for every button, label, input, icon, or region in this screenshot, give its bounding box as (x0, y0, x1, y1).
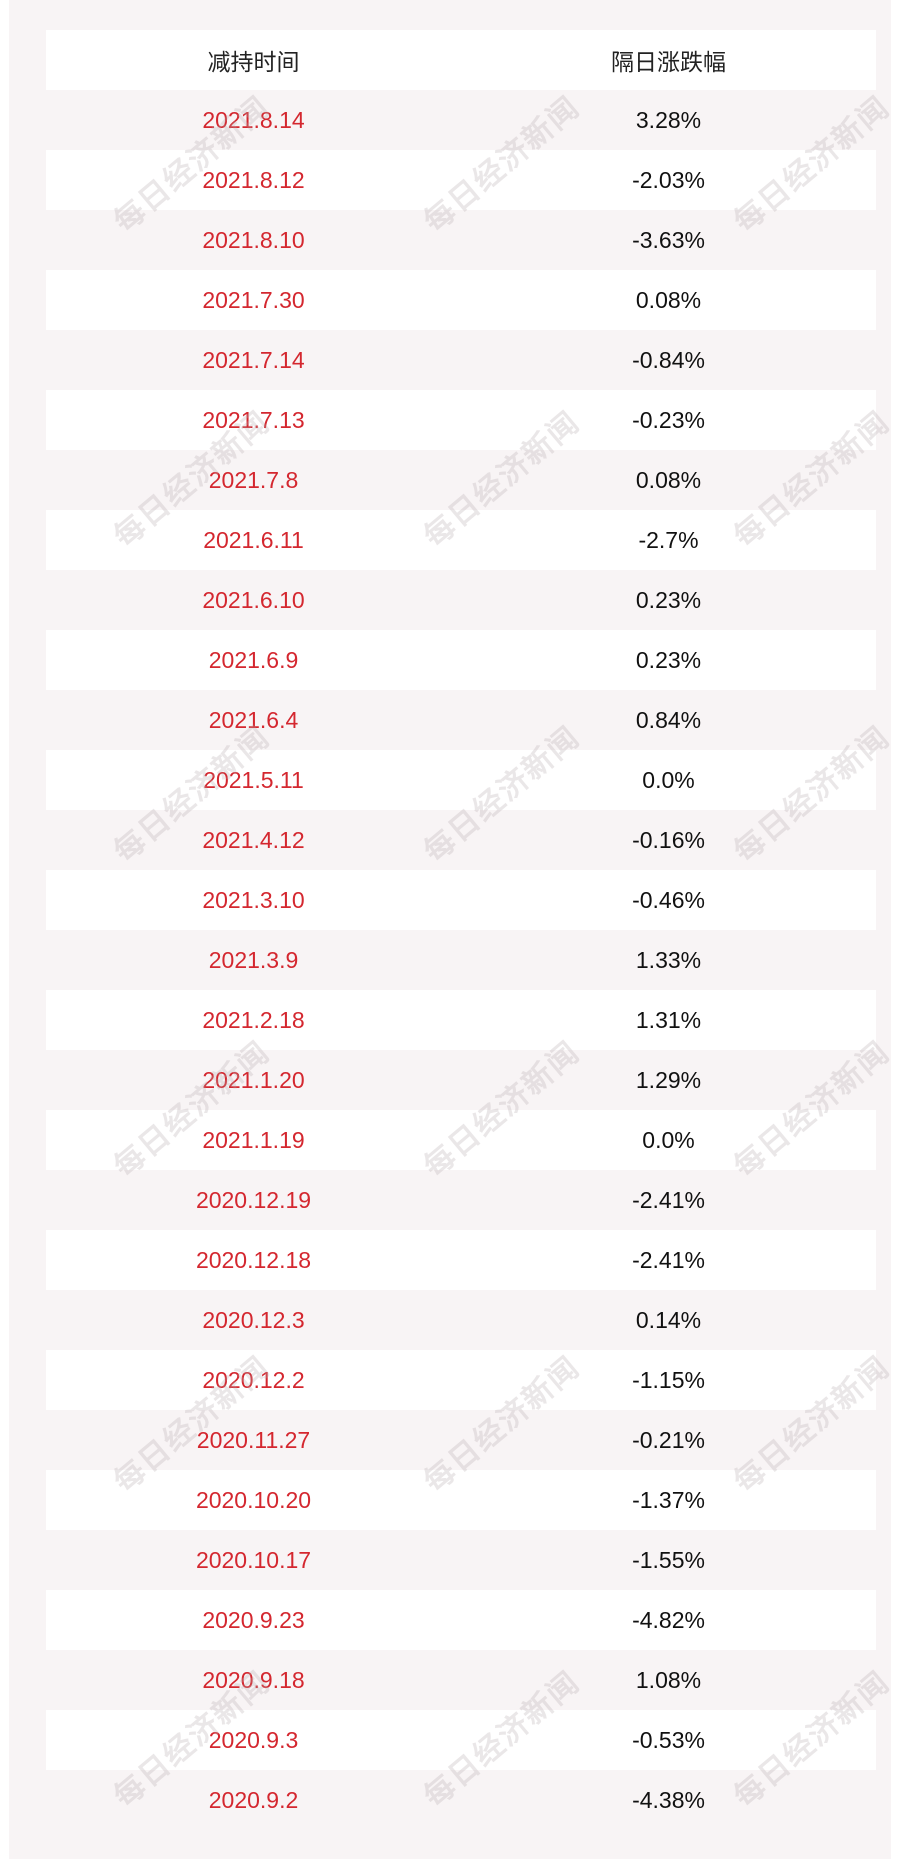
date-cell: 2021.4.12 (202, 826, 305, 853)
table-row: 2021.3.10 -0.46% (46, 870, 876, 930)
table-row: 2020.12.18 -2.41% (46, 1230, 876, 1290)
table-row: 2021.7.8 0.08% (46, 450, 876, 510)
date-cell: 2020.12.19 (195, 1186, 312, 1213)
change-cell: -3.63% (632, 226, 705, 253)
date-cell: 2020.9.2 (208, 1786, 299, 1813)
table-row: 2020.12.2 -1.15% (46, 1350, 876, 1410)
date-cell: 2021.6.10 (202, 586, 305, 613)
date-cell: 2021.8.12 (202, 166, 305, 193)
table: 减持时间 隔日涨跌幅 2021.8.14 3.28% 2021.8.12 -2.03%… (46, 30, 876, 1830)
change-cell: -0.46% (632, 886, 705, 913)
date-cell: 2020.9.18 (202, 1666, 305, 1693)
date-cell: 2020.10.17 (195, 1546, 312, 1573)
change-cell: 0.23% (635, 646, 702, 673)
table-row: 2021.1.20 1.29% (46, 1050, 876, 1110)
table-row: 2021.1.19 0.0% (46, 1110, 876, 1170)
date-cell: 2021.7.8 (208, 466, 299, 493)
change-cell: -0.21% (632, 1426, 705, 1453)
change-cell: 1.08% (635, 1666, 702, 1693)
table-row: 2021.3.9 1.33% (46, 930, 876, 990)
change-cell: -0.53% (632, 1726, 705, 1753)
change-cell: 1.33% (635, 946, 702, 973)
change-cell: -2.7% (638, 526, 699, 553)
date-cell: 2020.9.23 (202, 1606, 305, 1633)
table-row: 2020.9.23 -4.82% (46, 1590, 876, 1650)
date-cell: 2020.12.3 (202, 1306, 305, 1333)
table-row: 2021.6.11 -2.7% (46, 510, 876, 570)
change-cell: -4.38% (632, 1786, 705, 1813)
table-row: 2020.10.17 -1.55% (46, 1530, 876, 1590)
change-cell: 0.0% (642, 766, 695, 793)
table-row: 2020.9.3 -0.53% (46, 1710, 876, 1770)
date-cell: 2021.1.19 (202, 1126, 305, 1153)
table-row: 2021.6.9 0.23% (46, 630, 876, 690)
date-cell: 2020.10.20 (195, 1486, 312, 1513)
date-cell: 2021.6.11 (203, 526, 304, 553)
date-cell: 2021.7.14 (202, 346, 305, 373)
date-cell: 2021.8.14 (202, 106, 305, 133)
change-cell: 0.84% (635, 706, 702, 733)
table-row: 2021.4.12 -0.16% (46, 810, 876, 870)
table-row: 2021.8.12 -2.03% (46, 150, 876, 210)
date-cell: 2021.5.11 (203, 766, 304, 793)
change-cell: -1.55% (632, 1546, 705, 1573)
table-row: 2020.10.20 -1.37% (46, 1470, 876, 1530)
change-cell: 0.08% (635, 466, 702, 493)
date-cell: 2021.7.30 (202, 286, 305, 313)
date-cell: 2020.12.2 (202, 1366, 305, 1393)
date-cell: 2021.8.10 (202, 226, 305, 253)
change-cell: 0.08% (635, 286, 702, 313)
change-cell: 0.23% (635, 586, 702, 613)
date-cell: 2021.6.9 (208, 646, 299, 673)
change-cell: -1.37% (632, 1486, 705, 1513)
table-row: 2020.9.18 1.08% (46, 1650, 876, 1710)
date-cell: 2020.11.27 (196, 1426, 311, 1453)
change-cell: -2.41% (632, 1186, 705, 1213)
table-row: 2021.5.11 0.0% (46, 750, 876, 810)
change-cell: 1.31% (635, 1006, 702, 1033)
table-row: 2020.9.2 -4.38% (46, 1770, 876, 1830)
date-cell: 2021.3.9 (208, 946, 299, 973)
date-cell: 2021.3.10 (202, 886, 305, 913)
change-cell: -4.82% (632, 1606, 705, 1633)
table-row: 2021.6.10 0.23% (46, 570, 876, 630)
change-cell: 3.28% (635, 106, 702, 133)
change-cell: -2.41% (632, 1246, 705, 1273)
date-cell: 2021.7.13 (202, 406, 305, 433)
change-cell: 0.0% (642, 1126, 695, 1153)
change-cell: -0.23% (632, 406, 705, 433)
header-cell: 隔日涨跌幅 (611, 49, 726, 75)
table-row: 2021.2.18 1.31% (46, 990, 876, 1050)
change-cell: -2.03% (632, 166, 705, 193)
change-cell: 0.14% (635, 1306, 702, 1333)
change-cell: 1.29% (635, 1066, 702, 1093)
date-cell: 2021.6.4 (208, 706, 299, 733)
change-cell: -1.15% (632, 1366, 705, 1393)
change-cell: -0.84% (632, 346, 705, 373)
table-row: 2021.7.13 -0.23% (46, 390, 876, 450)
table-row: 2021.7.14 -0.84% (46, 330, 876, 390)
table-row: 2021.6.4 0.84% (46, 690, 876, 750)
table-header: 减持时间 隔日涨跌幅 (46, 30, 876, 90)
table-row: 2020.12.19 -2.41% (46, 1170, 876, 1230)
table-row: 2021.7.30 0.08% (46, 270, 876, 330)
table-row: 2021.8.14 3.28% (46, 90, 876, 150)
date-cell: 2020.12.18 (195, 1246, 312, 1273)
card: 减持时间 隔日涨跌幅 2021.8.14 3.28% 2021.8.12 -2.03%… (9, 0, 896, 1859)
change-cell: -0.16% (632, 826, 705, 853)
date-cell: 2020.9.3 (208, 1726, 299, 1753)
date-cell: 2021.1.20 (202, 1066, 305, 1093)
date-cell: 2021.2.18 (202, 1006, 305, 1033)
table-row: 2020.12.3 0.14% (46, 1290, 876, 1350)
table-row: 2021.8.10 -3.63% (46, 210, 876, 270)
header-cell: 减持时间 (207, 49, 300, 75)
table-row: 2020.11.27 -0.21% (46, 1410, 876, 1470)
